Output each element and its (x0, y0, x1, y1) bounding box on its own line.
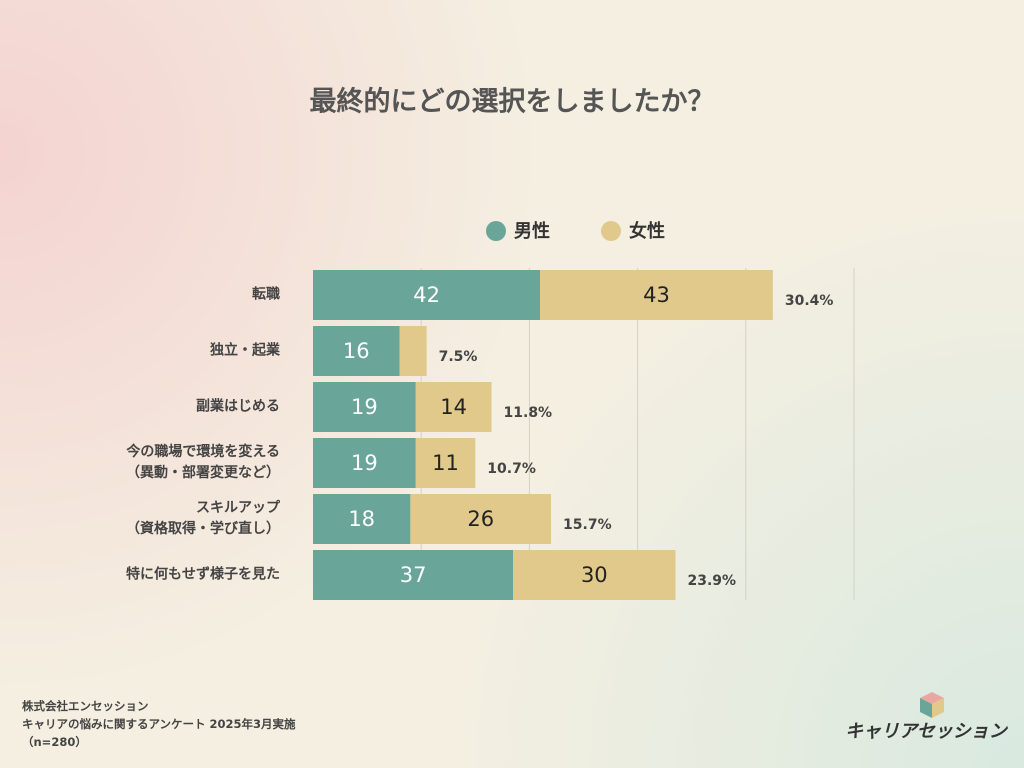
bar (415, 438, 476, 488)
bar (313, 382, 416, 432)
bar (313, 270, 541, 320)
category-label: 転職 (252, 286, 280, 303)
bar (513, 550, 676, 600)
share-label: 10.7% (487, 461, 536, 477)
legend-label: 女性 (629, 220, 665, 242)
logo-icon (920, 692, 944, 718)
bar (313, 438, 416, 488)
bar-value-label: 43 (643, 283, 670, 307)
bar (313, 326, 400, 376)
legend-swatch (601, 221, 621, 241)
bar (313, 550, 514, 600)
category-label: 特に何もせず様子を見た (126, 566, 280, 583)
category-label: 今の職場で環境を変える （異動・部署変更など） (126, 444, 280, 481)
bar-value-label: 19 (351, 395, 378, 419)
bar (399, 326, 427, 376)
footer-line: （n=280） (22, 735, 87, 749)
bar (410, 494, 552, 544)
bar-value-label: 42 (413, 283, 440, 307)
logo-text: キャリアセッション (845, 721, 1009, 742)
bar-value-label: 14 (440, 395, 467, 419)
bar (415, 382, 492, 432)
share-label: 7.5% (439, 349, 478, 365)
category-label: スキルアップ （資格取得・学び直し） (126, 500, 280, 537)
bar-value-label: 30 (581, 563, 608, 587)
chart-title: 最終的にどの選択をしましたか？ (310, 86, 715, 118)
footer-line: キャリアの悩みに関するアンケート 2025年3月実施 (22, 717, 296, 731)
share-label: 11.8% (504, 405, 553, 421)
legend-label: 男性 (514, 220, 550, 242)
bar (313, 494, 411, 544)
bar-value-label: 18 (348, 507, 375, 531)
footer-line: 株式会社エンセッション (22, 699, 149, 713)
category-label: 副業はじめる (196, 398, 280, 415)
legend-swatch (486, 221, 506, 241)
bar-value-label: 26 (467, 507, 494, 531)
bar-value-label: 11 (432, 451, 459, 475)
category-label: 独立・起業 (210, 342, 280, 359)
bar-value-label: 19 (351, 451, 378, 475)
share-label: 23.9% (687, 573, 736, 589)
bar-value-label: 16 (343, 339, 370, 363)
bar (540, 270, 773, 320)
share-label: 15.7% (563, 517, 612, 533)
share-label: 30.4% (785, 293, 834, 309)
bar-value-label: 37 (400, 563, 427, 587)
